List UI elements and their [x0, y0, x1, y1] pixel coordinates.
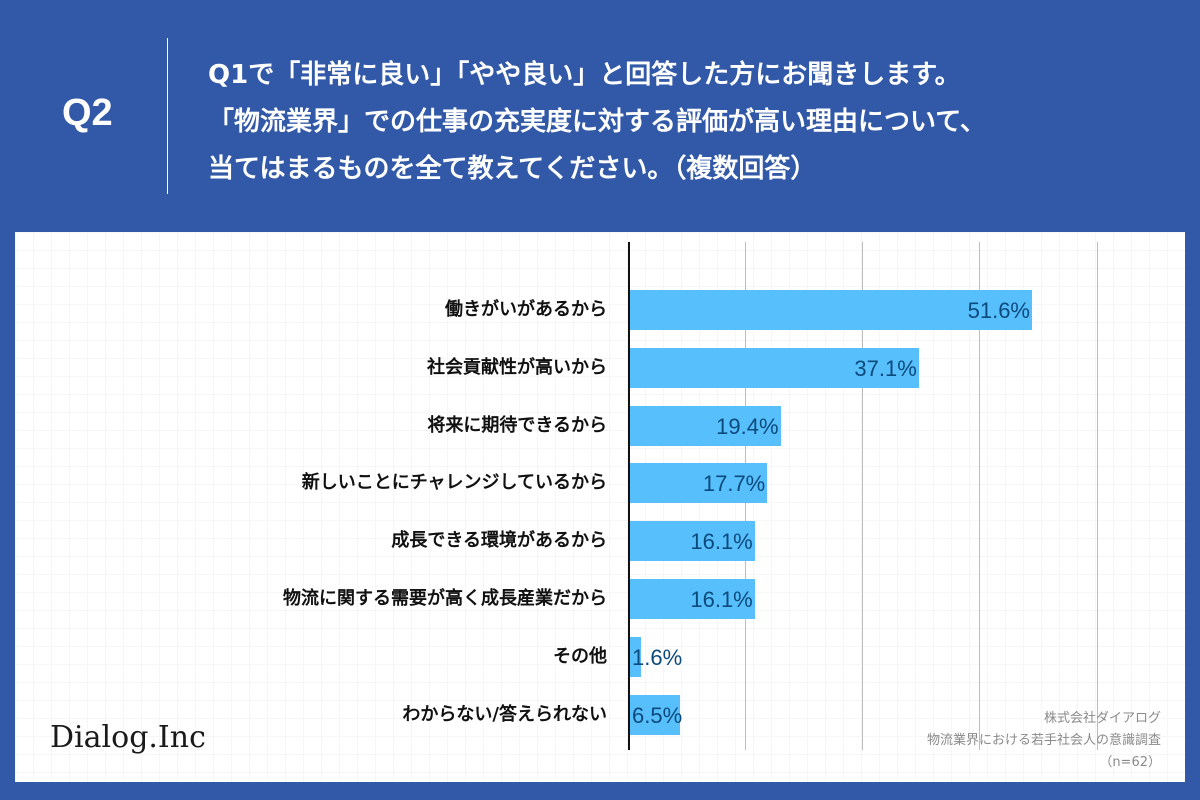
bar-value-label: 1.6% [632, 644, 683, 670]
bar [629, 405, 781, 446]
bar [629, 636, 642, 677]
chart-row: 社会貢献性が高いから 37.1% [15, 347, 1185, 388]
source-company: 株式会社ダイアログ [1043, 711, 1161, 726]
category-label: 物流に関する需要が高く成長産業だから [283, 588, 607, 609]
chart-row: その他 1.6% [15, 636, 1185, 677]
category-label: わからない/答えられない [402, 703, 607, 725]
gridline-60 [1097, 242, 1098, 750]
chart-panel: 働きがいがあるから 51.6% 社会貢献性が高いから 37.1% 将来に期待できるから 1… [15, 232, 1185, 782]
bar [629, 463, 768, 504]
source-sample-size: （n=62） [1099, 755, 1161, 770]
bar-value-label: 51.6% [967, 298, 1030, 323]
chart-row: わからない/答えられない 6.5% [15, 694, 1185, 735]
category-label: 働きがいがあるから [445, 299, 607, 320]
question-line-3: 当てはまるものを全て教えてください。（複数回答） [208, 154, 817, 184]
gridline-30 [862, 242, 863, 750]
header-divider [167, 38, 168, 194]
y-axis-line [628, 242, 630, 750]
bar [629, 521, 755, 562]
question-line-2: 「物流業界」での仕事の充実度に対する評価が高い理由について、 [208, 107, 986, 137]
bar-value-label: 16.1% [690, 587, 753, 612]
bar [629, 290, 1032, 330]
bar-value-label: 19.4% [716, 413, 779, 439]
category-label: 成長できる環境があるから [391, 530, 607, 552]
category-label: その他 [553, 645, 607, 667]
chart-row: 将来に期待できるから 19.4% [15, 405, 1185, 446]
chart-row: 新しいことにチャレンジしているから 17.7% [15, 463, 1185, 504]
category-label: 新しいことにチャレンジしているから [301, 472, 607, 494]
bar-value-label: 16.1% [690, 529, 753, 555]
bar-value-label: 37.1% [854, 355, 917, 381]
bar [629, 347, 919, 388]
category-label: 社会貢献性が高いから [427, 356, 607, 378]
source-survey: 物流業界における若手社会人の意識調査 [926, 733, 1161, 748]
gridline-45 [979, 242, 980, 750]
chart-row: 働きがいがあるから 51.6% [15, 290, 1185, 330]
company-logo: Dialog.Inc [50, 720, 206, 755]
chart-row: 成長できる環境があるから 16.1% [15, 521, 1185, 562]
bar [629, 579, 755, 619]
bar-value-label: 17.7% [702, 471, 766, 497]
source-note: 株式会社ダイアログ 物流業界における若手社会人の意識調査 （n=62） [927, 708, 1161, 774]
bar-value-label: 6.5% [632, 702, 683, 728]
question-line-1: Q1で「非常に良い」「やや良い」と回答した方にお聞きします。 [208, 60, 961, 90]
chart-row: 物流に関する需要が高く成長産業だから 16.1% [15, 579, 1185, 619]
question-text: Q1で「非常に良い」「やや良い」と回答した方にお聞きします。 「物流業界」での仕… [208, 52, 1188, 193]
bar [629, 694, 680, 735]
category-label: 将来に期待できるから [427, 414, 607, 436]
question-number: Q2 [62, 92, 113, 134]
question-header: Q2 Q1で「非常に良い」「やや良い」と回答した方にお聞きします。 「物流業界」… [0, 0, 1200, 232]
